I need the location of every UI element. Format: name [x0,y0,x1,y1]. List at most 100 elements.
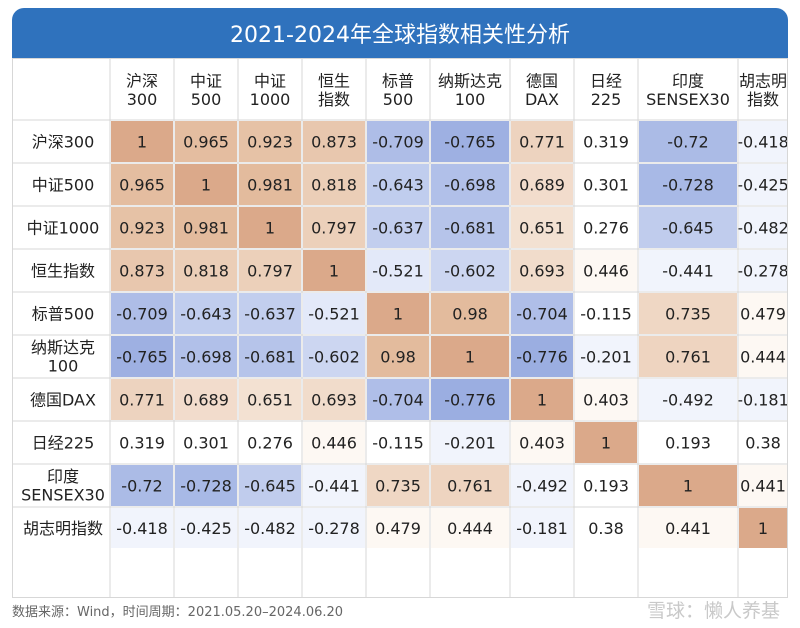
cell-value: 0.193 [583,476,629,495]
heatmap-cell [511,293,573,334]
cell-value: 0.479 [375,519,421,538]
heatmap-cell [239,336,301,377]
heatmap-cell [367,164,429,205]
heatmap-cell [175,207,237,248]
heatmap-cell [367,121,429,162]
cell-value: 0.276 [247,433,293,452]
cell-value: 0.319 [583,132,629,151]
cell-value: -0.698 [444,175,496,194]
column-header: 沪深 300 [126,72,158,109]
heatmap-cell [511,207,573,248]
cell-value: 0.403 [583,390,629,409]
heatmap-cell [111,121,173,162]
row-header: 德国DAX [30,390,96,409]
heatmap-cell [511,508,573,548]
heatmap-cell [739,121,787,162]
cell-value: -0.765 [444,132,496,151]
heatmap-cell [175,121,237,162]
cell-value: 0.771 [119,390,165,409]
data-source-note: 数据来源：Wind，时间周期：2021.05.20–2024.06.20 [12,605,344,620]
cell-value: -0.425 [737,175,788,194]
cell-value: -0.645 [244,476,296,495]
cell-value: 0.923 [247,132,293,151]
cell-value: 0.761 [665,347,711,366]
heatmap-cell [639,121,737,162]
heatmap-cell [303,207,365,248]
heatmap-cell [431,250,509,291]
heatmap-cell [431,164,509,205]
cell-value: -0.709 [372,132,424,151]
cell-value: 0.873 [311,132,357,151]
heatmap-cell [511,336,573,377]
cell-value: -0.637 [372,218,424,237]
heatmap-cell [511,379,573,420]
cell-value: -0.278 [308,519,360,538]
heatmap-cell [431,293,509,334]
cell-value: 1 [601,433,611,452]
heatmap-cell [639,336,737,377]
cell-value: -0.645 [662,218,714,237]
column-header: 胡志明指数 [739,72,787,109]
heatmap-cell [639,293,737,334]
cell-value: 0.693 [311,390,357,409]
cell-value: -0.482 [737,218,788,237]
column-header: 中证 1000 [250,72,291,109]
cell-value: -0.776 [516,347,568,366]
heatmap-cell [431,121,509,162]
row-header: 日经225 [32,433,95,452]
cell-value: 0.735 [375,476,421,495]
heatmap-cell [303,422,365,463]
row-header: 印度 SENSEX30 [21,467,105,504]
column-header: 标普 500 [382,72,414,109]
column-header: 德国 DAX [525,72,559,109]
heatmap-cell [575,422,637,463]
heatmap-cell [431,336,509,377]
cell-value: 1 [537,390,547,409]
cell-value: -0.681 [244,347,296,366]
cell-value: 0.38 [588,519,624,538]
heatmap-cell [303,379,365,420]
cell-value: 1 [329,261,339,280]
heatmap-cell [303,465,365,506]
cell-value: 0.403 [519,433,565,452]
cell-value: -0.704 [516,304,568,323]
cell-value: 0.301 [183,433,229,452]
heatmap-cell [175,336,237,377]
heatmap-cell [367,207,429,248]
cell-value: 0.444 [447,519,493,538]
row-header: 纳斯达克 100 [31,338,95,375]
watermark: 雪球：懒人养基 [646,600,780,622]
heatmap-cell [575,250,637,291]
cell-value: -0.602 [308,347,360,366]
heatmap-cell [431,508,509,548]
heatmap-cell [239,379,301,420]
cell-value: 0.797 [247,261,293,280]
heatmap-cell [111,164,173,205]
heatmap-cell [111,379,173,420]
cell-value: 1 [201,175,211,194]
heatmap-cell [639,379,737,420]
heatmap-cell [639,465,737,506]
heatmap-cell [239,250,301,291]
heatmap-cell [367,422,429,463]
heatmap-cell [575,293,637,334]
row-header: 中证1000 [27,218,100,237]
row-header: 胡志明指数 [23,519,103,538]
row-header: 沪深300 [32,132,95,151]
cell-value: -0.521 [372,261,424,280]
cell-value: 0.689 [183,390,229,409]
heatmap-cell [175,379,237,420]
cell-value: -0.492 [516,476,568,495]
heatmap-cell [575,379,637,420]
cell-value: -0.482 [244,519,296,538]
heatmap-cell [175,465,237,506]
row-header: 标普500 [32,304,95,323]
cell-value: -0.698 [180,347,232,366]
cell-value: 1 [393,304,403,323]
cell-value: 1 [137,132,147,151]
heatmap-cell [511,121,573,162]
cell-value: -0.425 [180,519,232,538]
cell-value: -0.72 [667,132,708,151]
cell-value: 0.446 [583,261,629,280]
